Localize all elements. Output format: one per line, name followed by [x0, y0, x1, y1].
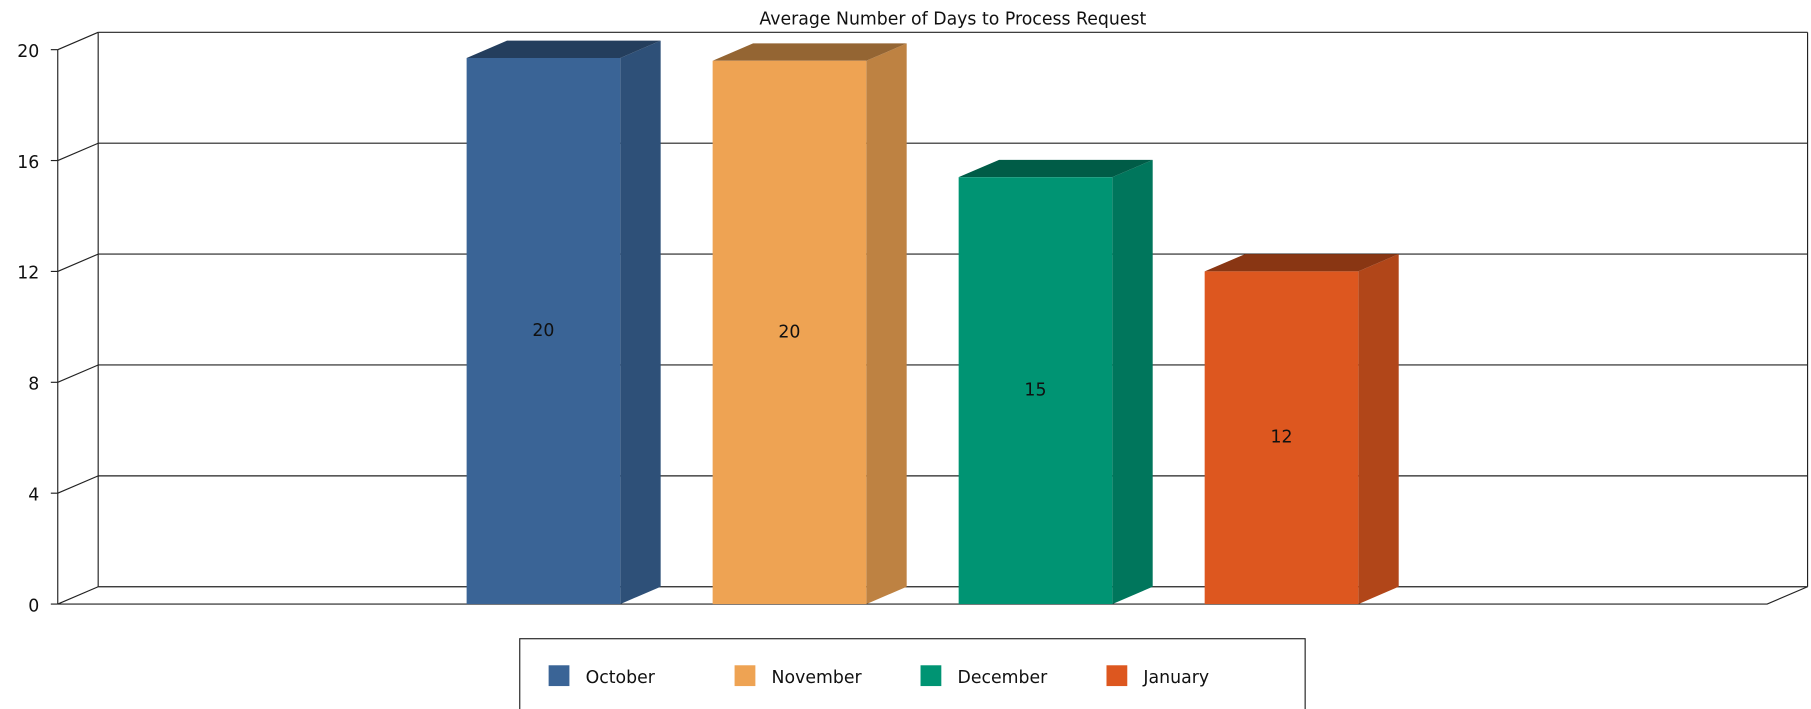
- grid-line: [57, 253, 99, 272]
- bar: [1204, 271, 1359, 605]
- y-tick-label: 12: [17, 264, 39, 284]
- data-label: 15: [1024, 381, 1046, 401]
- bar-side: [866, 43, 907, 605]
- legend-label: October: [586, 668, 656, 688]
- bar: [958, 177, 1113, 605]
- bar: [712, 60, 867, 605]
- floor-edge: [57, 586, 1808, 605]
- y-tick-label: 16: [17, 153, 39, 173]
- y-tick-label: 8: [28, 375, 39, 395]
- data-label: 20: [532, 321, 554, 341]
- bar-top: [1204, 254, 1399, 272]
- y-tick-label: 20: [17, 42, 39, 62]
- bar-side: [620, 40, 661, 605]
- data-label: 12: [1270, 428, 1292, 448]
- legend-swatch: [734, 665, 756, 687]
- y-tick-label: 4: [28, 485, 39, 505]
- bar-side: [1358, 254, 1399, 605]
- bar-top: [958, 159, 1153, 178]
- legend-label: November: [772, 668, 863, 688]
- bar-top: [466, 40, 661, 58]
- legend-label: January: [1142, 668, 1209, 688]
- grid-line: [57, 475, 99, 494]
- grid-line: [57, 586, 99, 605]
- data-label: 20: [778, 322, 800, 342]
- bar: [466, 57, 621, 605]
- legend-swatch: [920, 665, 942, 687]
- legend-label: December: [957, 668, 1048, 688]
- legend-swatch: [1106, 665, 1128, 687]
- grid-line: [57, 31, 99, 51]
- legend-box: [519, 638, 1306, 709]
- legend-swatch: [548, 665, 570, 687]
- chart-title: Average Number of Days to Process Reques…: [759, 10, 1146, 30]
- grid-line: [57, 142, 99, 162]
- y-tick-label: 0: [28, 596, 39, 616]
- grid-line: [57, 364, 99, 383]
- bar-top: [712, 43, 907, 61]
- bar-side: [1112, 159, 1153, 605]
